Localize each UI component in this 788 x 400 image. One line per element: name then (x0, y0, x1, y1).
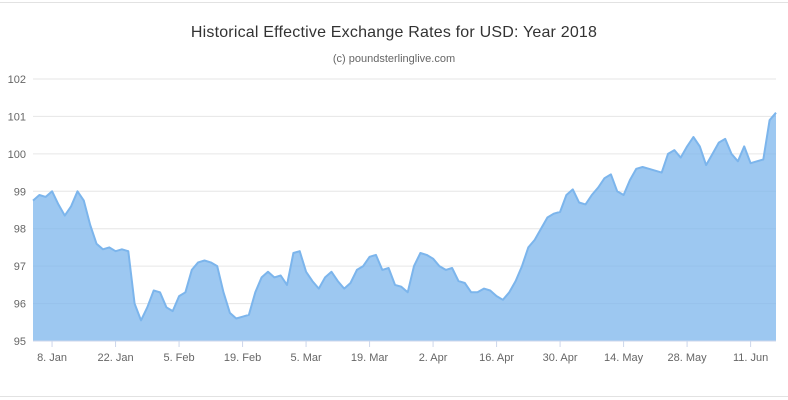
chart-title: Historical Effective Exchange Rates for … (190, 24, 598, 41)
y-axis-label: 101 (8, 111, 26, 123)
exchange-rate-chart: Historical Effective Exchange Rates for … (0, 24, 788, 381)
y-axis-label: 97 (14, 261, 26, 273)
y-axis-label: 98 (14, 224, 26, 236)
x-axis-label: 16. Apr (479, 352, 514, 364)
area-fill (33, 112, 776, 341)
x-axis-label: 19. Feb (224, 352, 261, 364)
y-axis-label: 96 (14, 299, 26, 311)
x-axis-label: 11. Jun (733, 352, 768, 364)
top-divider (0, 2, 788, 3)
y-axis-label: 95 (14, 336, 26, 348)
x-axis-label: 5. Mar (290, 352, 322, 364)
x-axis-label: 19. Mar (351, 352, 389, 364)
x-axis-label: 30. Apr (543, 352, 578, 364)
bottom-divider (0, 396, 788, 397)
y-axis-label: 102 (8, 74, 26, 86)
x-axis-label: 22. Jan (98, 352, 134, 364)
x-axis-label: 5. Feb (163, 352, 194, 364)
x-axis-label: 14. May (604, 352, 644, 364)
x-axis-label: 2. Apr (419, 352, 448, 364)
y-axis-label: 99 (14, 186, 26, 198)
chart-plot-area[interactable]: 95 96 97 98 99 100 101 102 8. Jan 22. Jan 5. Feb 19… (0, 69, 788, 381)
x-axis-label: 28. May (668, 352, 708, 364)
series-line (32, 112, 777, 322)
x-axis-label: 8. Jan (37, 352, 67, 364)
y-axis-label: 100 (8, 149, 26, 161)
chart-subtitle: (c) poundsterlinglive.com (332, 53, 456, 65)
